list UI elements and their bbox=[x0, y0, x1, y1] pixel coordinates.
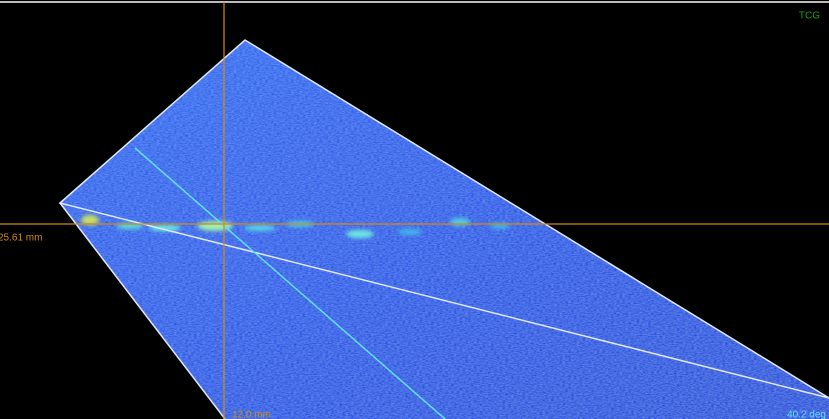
position-readout: 12.0 mm bbox=[232, 410, 271, 419]
scan-view: TCG 25.61 mm 12.0 mm 40.2 deg bbox=[0, 0, 829, 419]
depth-readout: 25.61 mm bbox=[0, 233, 42, 244]
mode-label: TCG bbox=[799, 11, 820, 22]
angle-readout: 40.2 deg bbox=[787, 410, 826, 419]
